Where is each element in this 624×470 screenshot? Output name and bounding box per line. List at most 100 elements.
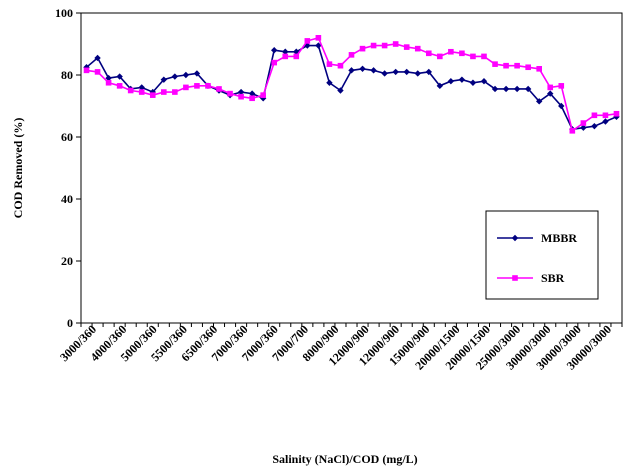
sbr-point	[580, 120, 587, 126]
sbr-point	[194, 83, 200, 89]
y-tick-label: 100	[55, 6, 73, 20]
sbr-point	[293, 53, 300, 60]
mbbr-point	[425, 68, 432, 76]
sbr-point	[514, 62, 520, 69]
mbbr-point	[182, 71, 190, 79]
sbr-point	[216, 86, 222, 92]
mbbr-point	[513, 85, 521, 93]
mbbr-point	[502, 85, 510, 93]
mbbr-point	[237, 88, 245, 96]
mbbr-point	[282, 48, 289, 55]
legend-mbbr-label: MBBR	[541, 231, 577, 245]
legend-mbbr-marker	[511, 234, 519, 242]
sbr-point	[470, 53, 476, 60]
sbr-point	[492, 61, 498, 67]
mbbr-point	[458, 76, 466, 83]
mbbr-point	[403, 68, 410, 76]
mbbr-point	[359, 65, 366, 72]
sbr-point	[381, 42, 388, 49]
sbr-point	[238, 93, 244, 100]
mbbr-point	[414, 70, 421, 77]
sbr-point	[149, 92, 156, 98]
sbr-point	[271, 59, 278, 66]
mbbr-point	[591, 122, 598, 130]
mbbr-point	[491, 85, 499, 93]
sbr-point	[569, 128, 576, 134]
mbbr-point	[248, 90, 256, 97]
mbbr-point	[580, 124, 587, 131]
y-tick-label: 60	[61, 130, 73, 144]
mbbr-point	[326, 79, 333, 86]
sbr-point	[359, 45, 366, 52]
sbr-point	[602, 112, 609, 119]
mbbr-point	[447, 78, 455, 85]
mbbr-point	[370, 67, 377, 74]
mbbr-point	[547, 90, 554, 97]
sbr-point	[425, 50, 432, 57]
mbbr-point	[436, 82, 444, 90]
x-axis-title: Salinity (NaCl)/COD (mg/L)	[272, 452, 417, 466]
legend-box	[485, 210, 599, 300]
sbr-point	[337, 62, 344, 69]
legend-sbr-label: SBR	[541, 271, 565, 285]
sbr-point	[414, 45, 421, 52]
mbbr-point	[315, 42, 322, 49]
sbr-point	[547, 84, 554, 91]
mbbr-point	[480, 78, 488, 85]
sbr-point	[525, 64, 531, 71]
sbr-point	[370, 42, 377, 49]
sbr-point	[183, 84, 189, 91]
y-tick-label: 40	[61, 192, 73, 206]
legend: MBBR SBR	[485, 210, 599, 300]
sbr-point	[558, 83, 565, 89]
y-tick-label: 80	[61, 68, 73, 82]
sbr-point	[227, 90, 233, 97]
sbr-point	[392, 41, 399, 47]
mbbr-point	[116, 73, 123, 80]
sbr-point	[459, 50, 465, 57]
plot-area-frame	[80, 12, 623, 324]
mbbr-series-line	[85, 44, 617, 131]
sbr-point	[260, 92, 266, 98]
mbbr-point	[160, 76, 168, 83]
sbr-point	[403, 44, 410, 50]
sbr-point	[127, 87, 134, 94]
sbr-point	[249, 95, 255, 102]
sbr-point	[503, 62, 509, 69]
sbr-point	[83, 67, 90, 74]
sbr-point	[448, 48, 454, 55]
sbr-point	[205, 83, 211, 89]
sbr-point	[591, 112, 598, 119]
mbbr-point	[337, 87, 344, 94]
sbr-point	[536, 66, 542, 72]
sbr-point	[94, 69, 101, 75]
mbbr-point	[558, 102, 565, 110]
sbr-point	[326, 61, 333, 67]
mbbr-point	[392, 68, 399, 76]
sbr-point	[437, 53, 443, 60]
mbbr-point	[138, 84, 145, 91]
sbr-point	[304, 38, 311, 44]
y-tick-label: 20	[61, 254, 73, 268]
mbbr-point	[193, 70, 201, 77]
sbr-point	[613, 110, 620, 117]
sbr-point	[138, 89, 145, 95]
mbbr-point	[381, 70, 388, 77]
sbr-point	[161, 89, 167, 95]
sbr-series-line	[86, 36, 617, 133]
sbr-point	[105, 79, 112, 86]
sbr-point	[282, 53, 289, 60]
legend-sbr-marker	[512, 275, 518, 281]
mbbr-point	[105, 74, 112, 82]
mbbr-point	[271, 47, 278, 54]
sbr-point	[348, 52, 355, 58]
mbbr-point	[348, 67, 355, 74]
mbbr-point	[524, 85, 532, 93]
sbr-point	[481, 53, 487, 60]
sbr-point	[116, 83, 123, 89]
y-tick-label: 0	[67, 316, 73, 330]
mbbr-point	[602, 118, 609, 125]
mbbr-point	[535, 98, 543, 105]
sbr-point	[315, 35, 322, 41]
